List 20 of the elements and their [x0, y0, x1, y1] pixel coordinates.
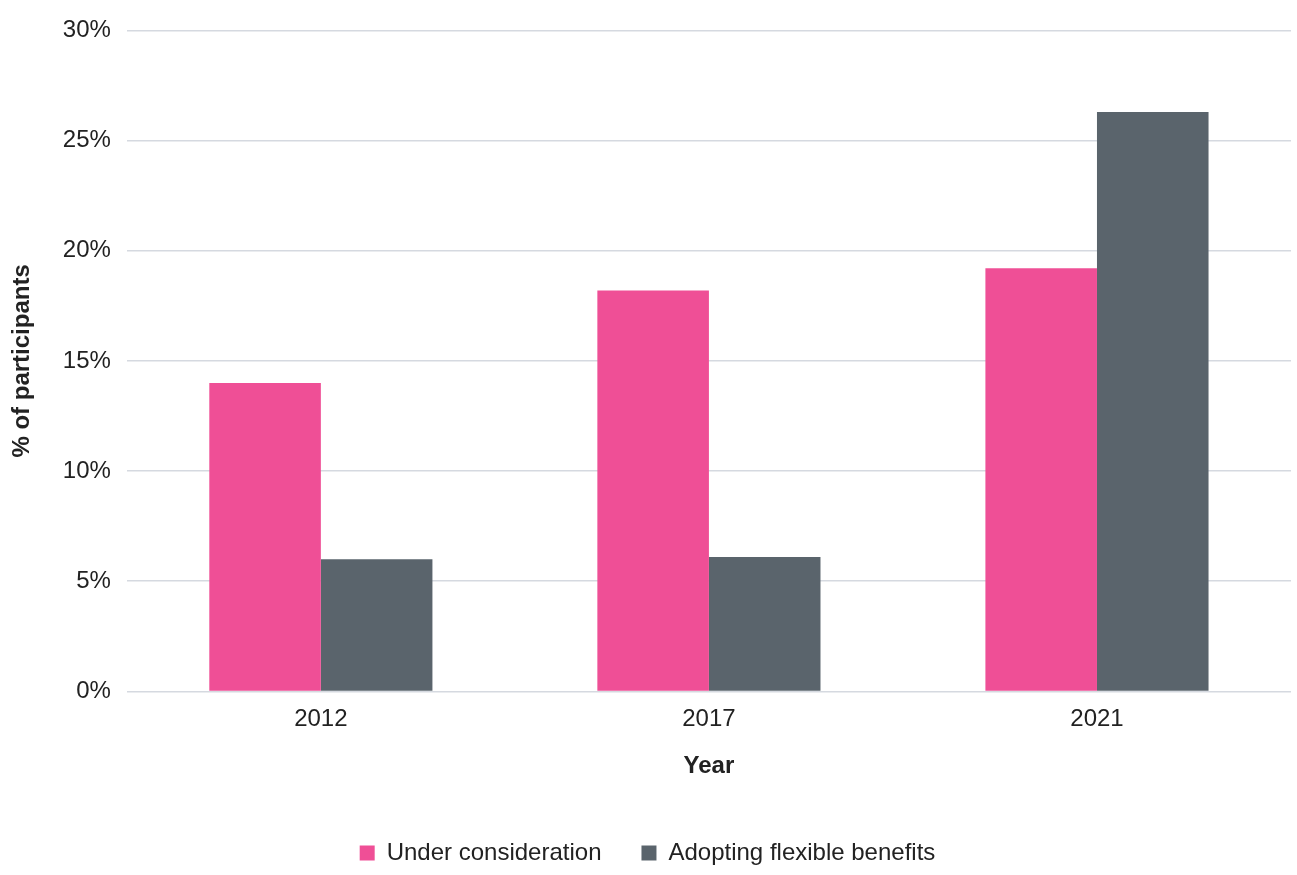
y-tick-label: 5% — [76, 565, 111, 593]
bar — [1096, 111, 1209, 691]
y-tick-label: 15% — [62, 345, 111, 373]
legend-label: Under consideration — [386, 837, 602, 865]
bar — [320, 559, 433, 691]
x-tick-label: 2012 — [294, 704, 348, 732]
y-tick-label: 0% — [76, 676, 111, 704]
y-tick-label: 10% — [62, 455, 111, 483]
y-tick-label: 25% — [62, 125, 111, 153]
y-tick-label: 30% — [62, 15, 111, 43]
x-tick-label: 2017 — [682, 704, 736, 732]
x-axis-title: Year — [683, 751, 735, 779]
y-axis-title: % of participants — [7, 264, 35, 458]
bar — [985, 268, 1097, 691]
x-tick-label: 2021 — [1070, 704, 1124, 732]
bar — [708, 557, 821, 691]
legend-label: Adopting flexible benefits — [668, 837, 936, 865]
y-tick-label: 20% — [62, 235, 111, 263]
bar — [209, 382, 321, 691]
bar — [597, 290, 709, 691]
